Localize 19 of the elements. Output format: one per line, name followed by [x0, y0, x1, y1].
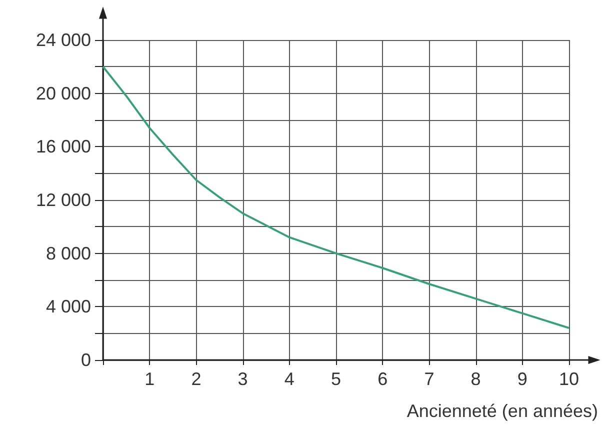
- x-tick-label: 1: [144, 369, 155, 389]
- x-tick-label: 4: [284, 369, 294, 389]
- x-tick-label: 8: [470, 369, 481, 389]
- x-axis-title: Ancienneté (en années): [406, 401, 598, 421]
- line-series: [102, 66, 570, 329]
- x-tick-label: 2: [191, 369, 202, 389]
- x-tick-label: 10: [558, 369, 580, 389]
- y-tick-label: 24 000: [36, 30, 91, 50]
- x-tick-label: 3: [238, 369, 248, 389]
- x-tick-label: 5: [330, 369, 342, 389]
- y-tick-label: 16 000: [36, 136, 91, 157]
- y-tick-label: 4 000: [46, 296, 91, 317]
- y-tick-label: 20 000: [36, 83, 91, 104]
- x-tick-label: 7: [424, 369, 434, 389]
- y-tick-label: 8 000: [46, 243, 91, 264]
- y-tick-label: 12 000: [36, 190, 91, 210]
- x-tick-label: 6: [378, 369, 388, 389]
- y-tick-label: 0: [80, 350, 91, 370]
- x-tick-label: 9: [517, 369, 528, 389]
